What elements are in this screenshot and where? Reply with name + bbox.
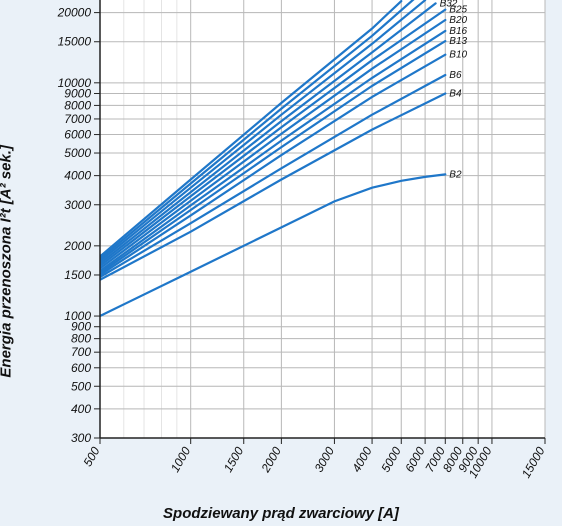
y-tick-label: 300 <box>71 431 91 445</box>
y-tick-label: 10000 <box>58 76 92 90</box>
x-tick-label: 1500 <box>221 444 247 474</box>
x-tick-label: 4000 <box>349 444 375 474</box>
series-label-B16: B16 <box>449 26 467 37</box>
x-tick-label: 6000 <box>402 444 428 474</box>
y-tick-label: 7000 <box>64 112 91 126</box>
x-tick-label: 5000 <box>378 444 404 474</box>
y-axis-label: Energia przenoszona I²t [A² sek.] <box>0 145 15 378</box>
y-tick-label: 400 <box>71 402 91 416</box>
y-tick-label: 6000 <box>64 128 91 142</box>
y-tick-label: 700 <box>71 345 91 359</box>
y-tick-label: 2000 <box>63 239 91 253</box>
series-label-B4: B4 <box>449 88 462 99</box>
y-tick-label: 1000 <box>64 309 91 323</box>
log-log-chart: 3004005006007008009001000150020003000400… <box>0 0 562 526</box>
y-tick-label: 8000 <box>64 98 91 112</box>
x-axis-label: Spodziewany prąd zwarciowy [A] <box>0 505 562 522</box>
y-tick-label: 15000 <box>58 35 92 49</box>
x-tick-label: 500 <box>80 444 102 469</box>
x-tick-label: 1000 <box>168 444 194 474</box>
y-tick-label: 800 <box>71 332 91 346</box>
y-tick-label: 600 <box>71 361 91 375</box>
series-label-B20: B20 <box>449 15 467 26</box>
x-tick-label: 2000 <box>258 444 284 475</box>
series-label-B10: B10 <box>449 50 467 61</box>
y-tick-label: 5000 <box>64 146 91 160</box>
y-tick-label: 4000 <box>64 169 91 183</box>
series-label-B13: B13 <box>449 36 467 47</box>
series-label-B6: B6 <box>449 70 462 81</box>
x-tick-label: 15000 <box>519 444 548 480</box>
y-tick-label: 500 <box>71 379 91 393</box>
chart-container: 3004005006007008009001000150020003000400… <box>0 0 562 526</box>
y-tick-label: 3000 <box>64 198 91 212</box>
series-label-B2: B2 <box>449 169 462 180</box>
x-tick-label: 3000 <box>312 444 338 474</box>
y-tick-label: 1500 <box>64 268 91 282</box>
y-tick-label: 20000 <box>57 6 92 20</box>
series-label-B32: B32 <box>440 0 458 9</box>
